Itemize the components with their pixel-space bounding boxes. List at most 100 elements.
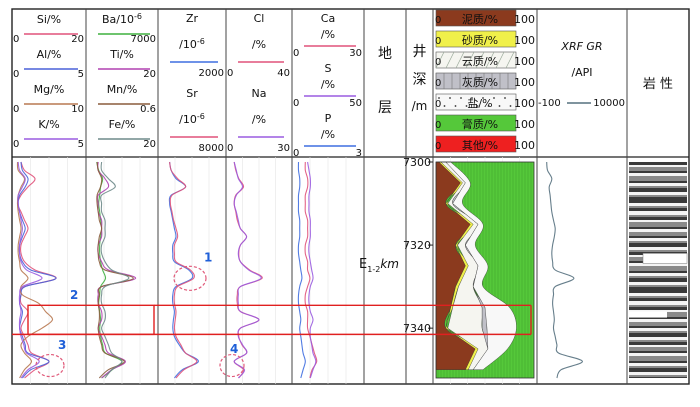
rock-band bbox=[629, 305, 687, 307]
rock-band bbox=[629, 263, 687, 266]
legend-min-c5-0: 0 bbox=[293, 48, 299, 59]
lith-legend-max-2: 100 bbox=[514, 55, 535, 68]
legend-label-c2-1: Ti/% bbox=[109, 48, 134, 61]
legend-max-c3-1: 8000 bbox=[199, 143, 224, 154]
rock-band bbox=[629, 375, 687, 377]
header-row: Si/% 0 20 Al/% 0 5 Mg/% 0 10 K/% 0 5 Ba/10-6 7000 Ti/%… bbox=[13, 9, 673, 159]
rock-band bbox=[629, 208, 687, 211]
lith-swatch-pattern bbox=[465, 51, 475, 69]
legend-max-c5-1: 50 bbox=[349, 98, 362, 109]
rock-band bbox=[629, 368, 687, 372]
lith-swatch-pattern bbox=[475, 51, 485, 69]
rock-band bbox=[629, 345, 687, 347]
lith-swatch-pattern bbox=[454, 105, 457, 107]
lith-swatch-pattern bbox=[498, 105, 501, 107]
legend-unit-c3-1: /10-6 bbox=[179, 112, 205, 126]
rock-band bbox=[629, 282, 687, 285]
legend-max-c3-0: 2000 bbox=[199, 68, 224, 79]
lith-legend-max-1: 100 bbox=[514, 34, 535, 47]
curve-mn bbox=[96, 161, 134, 379]
curve-p bbox=[297, 161, 306, 379]
legend-min-c1-2: 0 bbox=[13, 104, 19, 115]
rock-band bbox=[629, 192, 687, 195]
legend-min-c4-0: 0 bbox=[227, 68, 233, 79]
legend-max-c2-3: 20 bbox=[143, 139, 156, 150]
legend-min-c1-1: 0 bbox=[13, 69, 19, 80]
chart-frame bbox=[11, 8, 690, 385]
marker-label-2: 2 bbox=[70, 288, 78, 302]
legend-max-c2-0: 7000 bbox=[131, 34, 156, 45]
rock-band bbox=[629, 301, 687, 305]
curve-na bbox=[233, 161, 262, 379]
rock-band bbox=[629, 266, 687, 271]
lith-legend-min-0: 0 bbox=[435, 15, 441, 26]
lith-swatch-pattern bbox=[465, 105, 468, 107]
rock-band bbox=[629, 227, 687, 229]
rock-band bbox=[629, 186, 687, 188]
rock-band bbox=[629, 247, 687, 250]
legend-sup-c3-0: -6 bbox=[197, 37, 205, 46]
rock-band bbox=[629, 322, 687, 326]
lith-legend-max-5: 100 bbox=[514, 118, 535, 131]
dashed-circle-2 bbox=[35, 353, 65, 378]
legend-label-c2-2: Mn/% bbox=[107, 83, 138, 96]
lith-swatch-5 bbox=[435, 114, 517, 132]
highlight-box-left bbox=[27, 304, 155, 336]
lith-swatch-pattern bbox=[471, 97, 473, 99]
legend-sup-c2-0: -6 bbox=[134, 12, 142, 21]
curve-xrf-gr bbox=[546, 161, 583, 379]
lith-legend-min-1: 0 bbox=[435, 36, 441, 47]
legend-unit-c3-0: /10-6 bbox=[179, 37, 205, 51]
lith-swatch-pattern bbox=[485, 51, 495, 69]
lith-swatch-pattern bbox=[435, 51, 445, 69]
rock-band bbox=[629, 342, 687, 345]
legend-label-c5-1: S bbox=[325, 62, 332, 75]
rock-band bbox=[629, 271, 687, 273]
depth-tick-label-1: 7320 bbox=[403, 239, 431, 252]
marker-label-4: 4 bbox=[230, 342, 238, 356]
rock-band bbox=[629, 366, 687, 368]
rock-band bbox=[629, 195, 687, 197]
rock-band bbox=[629, 353, 687, 356]
rock-band bbox=[629, 285, 687, 287]
rock-band bbox=[629, 276, 687, 278]
rock-band bbox=[629, 351, 687, 353]
legend-max-c1-2: 10 bbox=[71, 104, 84, 115]
lith-legend-label-3: 灰质/% bbox=[462, 75, 498, 89]
legend-max-c2-2: 0.6 bbox=[140, 104, 156, 115]
lith-legend-label-4: 盐/% bbox=[467, 97, 492, 110]
rock-band bbox=[629, 197, 687, 203]
rock-band bbox=[629, 372, 687, 375]
rock-band bbox=[629, 241, 687, 243]
legend-unit-c4-1: /% bbox=[252, 113, 266, 126]
legend-unit-c5-1: /% bbox=[321, 78, 335, 91]
rock-band bbox=[629, 333, 687, 337]
legend-min-c1-3: 0 bbox=[13, 139, 19, 150]
rock-band bbox=[629, 326, 687, 328]
legend-max-c5-0: 30 bbox=[349, 48, 362, 59]
lith-legend-min-6: 0 bbox=[435, 141, 441, 152]
legend-label-c1-1: Al/% bbox=[37, 48, 62, 61]
lith-legend-min-2: 0 bbox=[435, 57, 441, 68]
rock-band bbox=[629, 340, 687, 342]
rock-band bbox=[629, 319, 687, 322]
legend-max-c2-1: 20 bbox=[143, 69, 156, 80]
legend-min-c5-1: 0 bbox=[293, 98, 299, 109]
formation-header-1: 地 bbox=[378, 46, 392, 62]
rock-band bbox=[629, 317, 687, 319]
lith-legend-min-3: 0 bbox=[435, 78, 441, 89]
lith-swatch-pattern bbox=[438, 97, 440, 99]
lith-swatch-pattern bbox=[476, 105, 479, 107]
lith-legend-max-4: 100 bbox=[514, 97, 535, 110]
lith-swatch-0 bbox=[435, 9, 517, 27]
lith-legend-label-1: 砂质/% bbox=[462, 34, 498, 47]
rock-band bbox=[629, 356, 687, 361]
dashed-circle-1 bbox=[173, 265, 207, 291]
curve-ba bbox=[96, 161, 123, 379]
legend-label-c5-0: Ca bbox=[321, 12, 335, 25]
rock-block bbox=[629, 311, 667, 318]
legend-max-c4-1: 30 bbox=[277, 143, 290, 154]
rock-band bbox=[629, 162, 687, 165]
rock-header: 岩 性 bbox=[643, 77, 673, 92]
